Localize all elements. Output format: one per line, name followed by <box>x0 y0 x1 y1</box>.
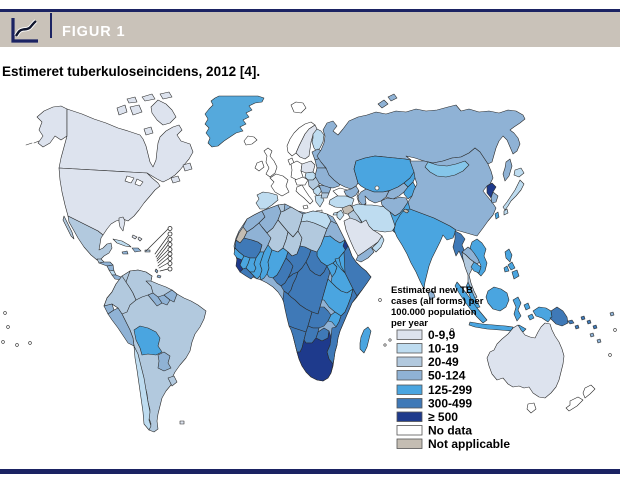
svg-text:No data: No data <box>428 424 472 438</box>
svg-text:per year: per year <box>391 318 428 329</box>
svg-text:≥ 500: ≥ 500 <box>428 410 458 424</box>
svg-text:10-19: 10-19 <box>428 342 459 356</box>
svg-text:50-124: 50-124 <box>428 369 466 383</box>
svg-text:125-299: 125-299 <box>428 383 472 397</box>
svg-text:100.000 population: 100.000 population <box>391 307 477 318</box>
svg-text:0-9,9: 0-9,9 <box>428 328 456 342</box>
svg-text:300-499: 300-499 <box>428 397 472 411</box>
svg-text:Estimated new TB: Estimated new TB <box>391 285 473 296</box>
svg-text:Not applicable: Not applicable <box>428 437 510 451</box>
svg-text:20-49: 20-49 <box>428 355 459 369</box>
svg-text:cases (all forms) per: cases (all forms) per <box>391 296 484 307</box>
